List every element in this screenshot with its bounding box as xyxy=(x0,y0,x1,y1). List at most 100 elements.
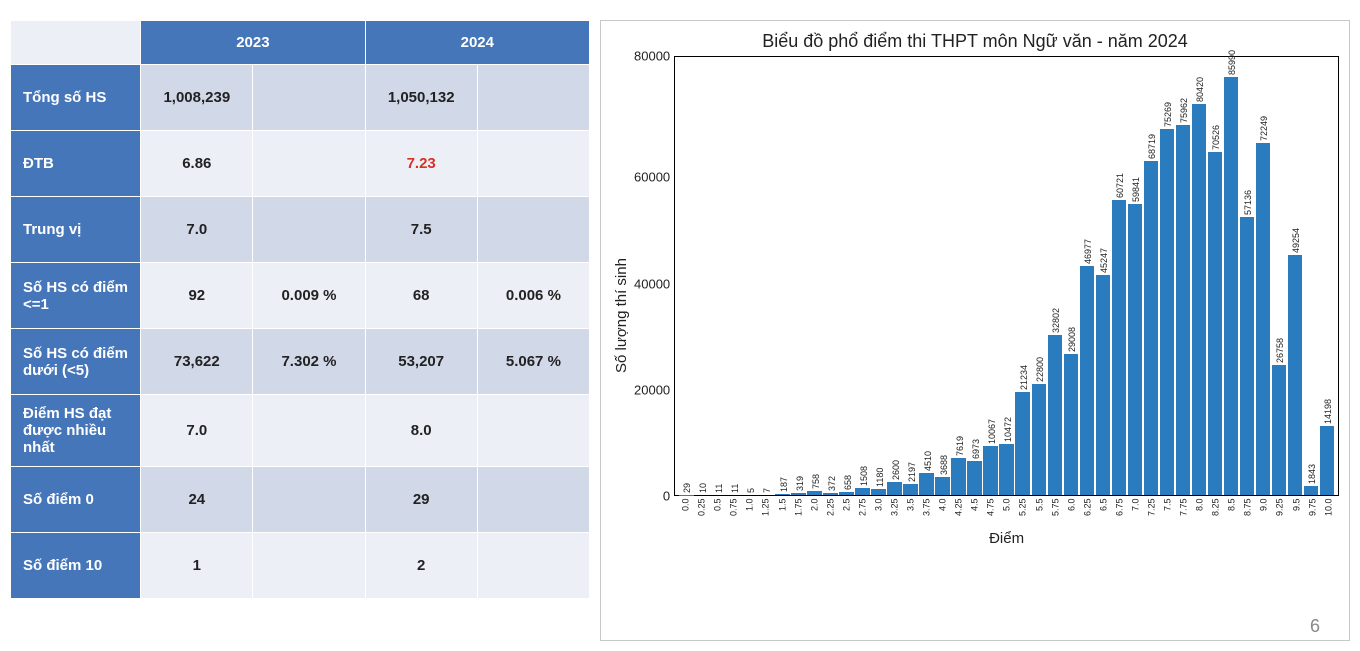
bar xyxy=(1064,354,1079,495)
bar xyxy=(775,494,790,495)
cell xyxy=(253,533,365,599)
cell xyxy=(253,467,365,533)
bar-value-label: 80420 xyxy=(1195,77,1205,102)
bar-value-label: 26758 xyxy=(1275,338,1285,363)
bar-value-label: 372 xyxy=(827,476,837,491)
bar-value-label: 72249 xyxy=(1259,116,1269,141)
cell xyxy=(477,395,589,467)
row-label: Điểm HS đạt được nhiều nhất xyxy=(11,395,141,467)
bar-column: 60721 xyxy=(1112,57,1127,495)
cell xyxy=(253,65,365,131)
bar-column: 187 xyxy=(775,57,790,495)
bar-value-label: 11 xyxy=(730,484,740,493)
bar xyxy=(1224,77,1239,495)
cell xyxy=(253,197,365,263)
bar xyxy=(871,489,886,495)
row-label: Trung vị xyxy=(11,197,141,263)
cell xyxy=(477,131,589,197)
cell: 5.067 % xyxy=(477,329,589,395)
bar-column: 658 xyxy=(839,57,854,495)
bar-value-label: 187 xyxy=(779,477,789,492)
x-axis-label: Điểm xyxy=(674,530,1339,547)
bar xyxy=(807,491,822,495)
bar-column: 49254 xyxy=(1288,57,1303,495)
x-tick: 1.0 xyxy=(742,498,757,526)
cell xyxy=(477,467,589,533)
cell: 24 xyxy=(141,467,253,533)
cell: 7.5 xyxy=(365,197,477,263)
bar-value-label: 49254 xyxy=(1291,228,1301,253)
x-tick: 5.25 xyxy=(1015,498,1030,526)
bar-column: 319 xyxy=(791,57,806,495)
table-row: Số điểm 1012 xyxy=(11,533,590,599)
bar-value-label: 10067 xyxy=(987,419,997,444)
bar xyxy=(839,492,854,495)
bar-value-label: 57136 xyxy=(1243,190,1253,215)
bar-value-label: 75269 xyxy=(1163,102,1173,127)
y-tick: 0 xyxy=(663,489,670,504)
x-tick: 2.5 xyxy=(839,498,854,526)
bar-value-label: 1180 xyxy=(875,468,885,487)
x-tick: 2.75 xyxy=(855,498,870,526)
bar-value-label: 5 xyxy=(746,488,756,493)
row-label: Số điểm 10 xyxy=(11,533,141,599)
bar-value-label: 21234 xyxy=(1019,365,1029,390)
x-tick: 9.5 xyxy=(1289,498,1304,526)
x-tick: 6.75 xyxy=(1112,498,1127,526)
x-tick: 4.5 xyxy=(967,498,982,526)
bar-column: 10067 xyxy=(983,57,998,495)
bar xyxy=(1128,204,1143,495)
y-tick: 20000 xyxy=(634,382,670,397)
table-row: Số HS có điểm <=1920.009 %680.006 % xyxy=(11,263,590,329)
bar-value-label: 319 xyxy=(795,476,805,491)
bar-column: 4510 xyxy=(919,57,934,495)
bar xyxy=(1112,200,1127,496)
bar-column: 3688 xyxy=(935,57,950,495)
bar-column: 85990 xyxy=(1224,57,1239,495)
bar-value-label: 68719 xyxy=(1147,134,1157,159)
bar xyxy=(791,493,806,495)
y-tick: 60000 xyxy=(634,170,670,185)
x-tick: 7.25 xyxy=(1144,498,1159,526)
bar-column: 75269 xyxy=(1160,57,1175,495)
x-tick: 8.5 xyxy=(1224,498,1239,526)
bar-value-label: 70526 xyxy=(1211,125,1221,150)
col-header-2024: 2024 xyxy=(365,21,589,65)
x-tick: 4.75 xyxy=(983,498,998,526)
y-axis-ticks: 800006000040000200000 xyxy=(632,56,674,496)
table-row: Tổng số HS1,008,2391,050,132 xyxy=(11,65,590,131)
bar xyxy=(1320,426,1335,495)
bar xyxy=(903,484,918,495)
layout: 2023 2024 Tổng số HS1,008,2391,050,132ĐT… xyxy=(0,0,1360,651)
bar-value-label: 14198 xyxy=(1323,399,1333,424)
row-label: ĐTB xyxy=(11,131,141,197)
table-row: ĐTB6.867.23 xyxy=(11,131,590,197)
cell: 1 xyxy=(141,533,253,599)
bar-column: 11 xyxy=(711,57,726,495)
bar xyxy=(1032,384,1047,495)
bar-column: 29 xyxy=(679,57,694,495)
table-row: Trung vị7.07.5 xyxy=(11,197,590,263)
bar-column: 372 xyxy=(823,57,838,495)
x-tick: 3.75 xyxy=(919,498,934,526)
bar xyxy=(1176,125,1191,495)
x-tick: 5.5 xyxy=(1032,498,1047,526)
bar-column: 57136 xyxy=(1240,57,1255,495)
page-number: 6 xyxy=(1310,616,1320,637)
bar-value-label: 2197 xyxy=(907,462,917,482)
bar xyxy=(983,446,998,495)
y-tick: 40000 xyxy=(634,276,670,291)
cell: 73,622 xyxy=(141,329,253,395)
cell: 0.009 % xyxy=(253,263,365,329)
bar-column: 7 xyxy=(759,57,774,495)
x-tick: 4.0 xyxy=(935,498,950,526)
bar-value-label: 2600 xyxy=(891,460,901,480)
y-tick: 80000 xyxy=(634,49,670,64)
bar-value-label: 75962 xyxy=(1179,98,1189,123)
x-tick: 10.0 xyxy=(1321,498,1336,526)
bar-column: 46977 xyxy=(1080,57,1095,495)
bar-value-label: 29008 xyxy=(1067,327,1077,352)
bar-value-label: 29 xyxy=(682,483,692,493)
cell: 53,207 xyxy=(365,329,477,395)
cell xyxy=(253,395,365,467)
